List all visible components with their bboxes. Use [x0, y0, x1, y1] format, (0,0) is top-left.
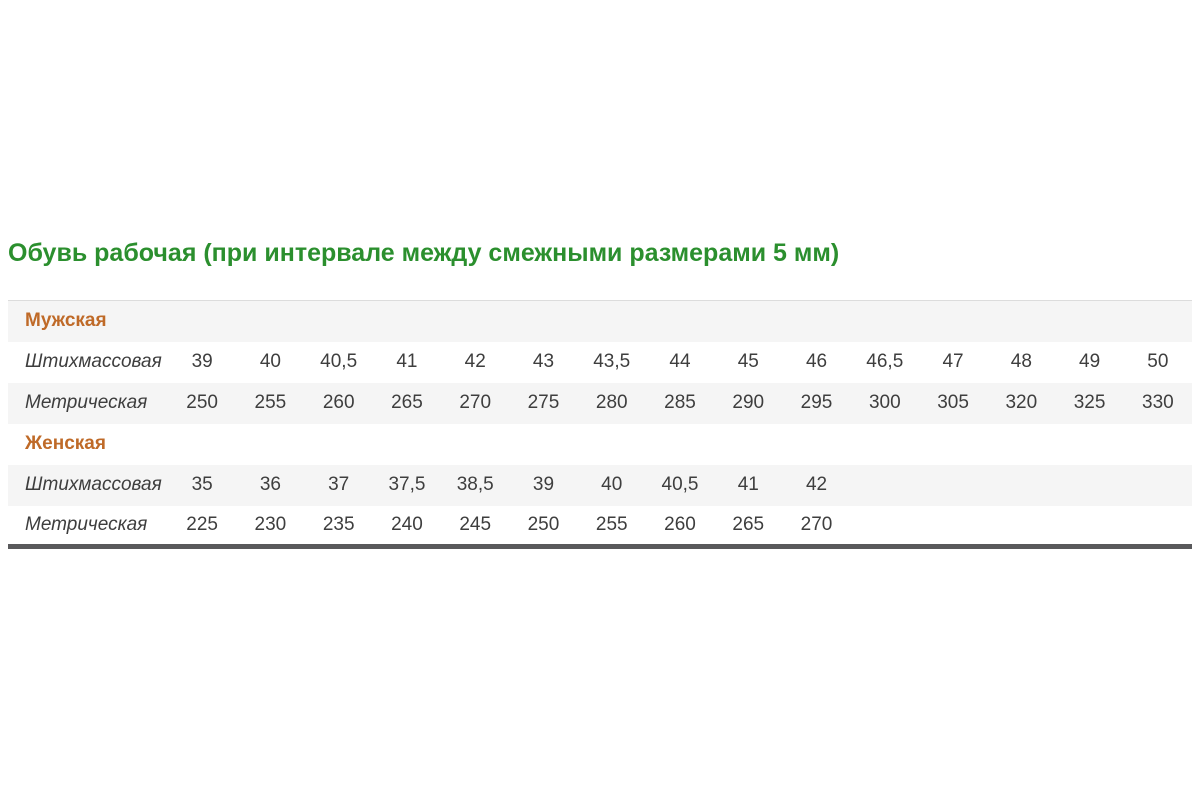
size-value-cell: 39: [532, 474, 555, 495]
size-value-cell: 255: [595, 513, 628, 535]
size-value-cell: [1055, 465, 1123, 506]
size-value-cell: 40,5: [320, 351, 358, 372]
size-value-cell: 260: [664, 513, 696, 535]
size-value-cell: 43: [532, 351, 555, 372]
size-value-cell: 42: [805, 474, 828, 495]
size-value-cell: 37: [328, 474, 350, 495]
section-header-row: Женская: [8, 424, 1192, 465]
table-row: Метрическая 250 255 260 265 270 275 280 285 290 29…: [8, 382, 1192, 424]
size-value-cell: 290: [732, 392, 765, 413]
row-label: Метрическая: [25, 392, 148, 413]
size-value-cell: 43,5: [593, 351, 631, 372]
size-value-cell: 320: [1005, 392, 1038, 413]
size-value-cell: 38,5: [456, 474, 494, 495]
size-value-cell: 40,5: [661, 474, 699, 495]
size-value-cell: 225: [186, 513, 218, 535]
size-value-cell: 285: [664, 392, 696, 413]
size-value-cell: 230: [254, 513, 287, 535]
size-value-cell: [851, 506, 919, 547]
size-value-cell: 270: [459, 392, 492, 413]
size-value-cell: 39: [191, 351, 213, 372]
size-value-cell: 330: [1142, 392, 1174, 413]
size-value-cell: 49: [1079, 351, 1101, 372]
size-value-cell: 325: [1073, 392, 1106, 413]
size-table-body: Мужская Штихмассовая 39 40 40,5 41 42 43 43,5 44 4…: [8, 300, 1192, 547]
page-title: Обувь рабочая (при интервале между смежн…: [8, 239, 840, 267]
size-value-cell: 265: [391, 392, 423, 413]
table-row: Штихмассовая 39 40 40,5 41 42 43 43,5 44 45 46 46,5…: [8, 342, 1192, 383]
size-value-cell: 35: [191, 474, 213, 495]
section-label: Мужская: [25, 310, 107, 332]
size-value-cell: 275: [527, 392, 560, 413]
size-value-cell: 44: [669, 351, 691, 372]
row-label: Штихмассовая: [25, 474, 162, 495]
size-value-cell: 45: [737, 351, 759, 372]
size-value-cell: [1055, 506, 1123, 547]
size-value-cell: [1124, 506, 1192, 547]
size-value-cell: [851, 465, 919, 506]
size-value-cell: 48: [1010, 351, 1032, 372]
size-value-cell: 235: [322, 513, 355, 535]
size-value-cell: 41: [737, 474, 759, 495]
size-value-cell: [919, 465, 987, 506]
size-value-cell: 42: [464, 351, 486, 372]
row-label: Штихмассовая: [25, 351, 162, 372]
size-table: Мужская Штихмассовая 39 40 40,5 41 42 43 43,5 44 4…: [8, 300, 1192, 549]
size-value-cell: [919, 506, 987, 547]
size-value-cell: 46,5: [866, 351, 904, 372]
size-value-cell: 50: [1147, 351, 1169, 372]
size-value-cell: 245: [459, 513, 492, 535]
size-value-cell: [987, 465, 1055, 506]
size-value-cell: 250: [527, 513, 560, 535]
size-value-cell: 37,5: [388, 474, 426, 495]
size-value-cell: 305: [937, 392, 969, 413]
size-value-cell: 300: [868, 392, 901, 413]
size-value-cell: 260: [322, 392, 355, 413]
size-value-cell: 270: [800, 513, 833, 535]
section-label: Женская: [25, 433, 106, 454]
size-value-cell: 40: [601, 474, 623, 495]
size-value-cell: 280: [595, 392, 628, 413]
size-value-cell: 250: [186, 392, 218, 413]
size-value-cell: 47: [942, 351, 964, 372]
size-value-cell: 46: [805, 351, 828, 372]
size-value-cell: [1124, 465, 1192, 506]
size-value-cell: [987, 506, 1055, 547]
table-row: Штихмассовая 35 36 37 37,5 38,5 39 40 40,5 41 42: [8, 464, 1192, 506]
table-row: Метрическая 225 230 235 240 245 250 255 260 265 27…: [8, 506, 1192, 547]
row-label: Метрическая: [25, 513, 148, 535]
size-value-cell: 265: [732, 513, 765, 535]
section-header-row: Мужская: [8, 300, 1192, 342]
size-value-cell: 40: [259, 351, 281, 372]
size-value-cell: 240: [391, 513, 423, 535]
size-value-cell: 41: [396, 351, 418, 372]
size-value-cell: 295: [800, 392, 833, 413]
size-value-cell: 36: [259, 474, 281, 495]
size-value-cell: 255: [254, 392, 287, 413]
